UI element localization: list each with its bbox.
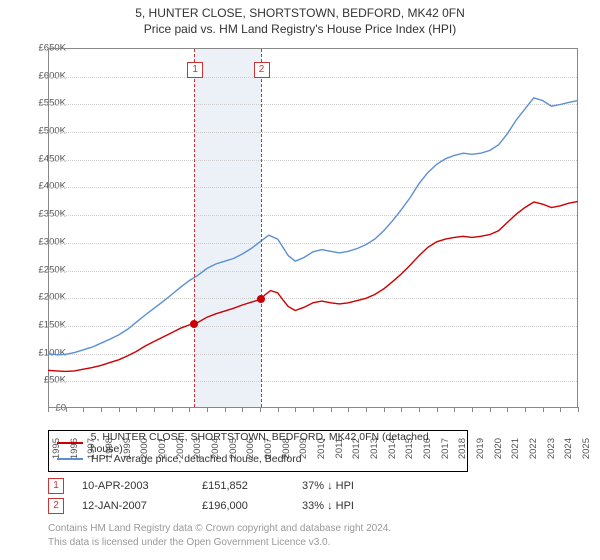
x-tick-label: 2024 [563, 438, 574, 459]
x-tick-label: 2019 [475, 438, 486, 459]
x-tick-label: 2022 [528, 438, 539, 459]
series-property-line [48, 201, 578, 371]
marker-dot-1 [190, 320, 198, 328]
footer-line-2: This data is licensed under the Open Gov… [48, 536, 391, 550]
plot-svg [48, 48, 578, 408]
marker-line-1 [194, 49, 195, 407]
sale-row-1: 1 10-APR-2003 £151,852 37% ↓ HPI [48, 476, 412, 496]
sale-diff-1: 37% ↓ HPI [302, 480, 412, 492]
marker-dot-2 [257, 295, 265, 303]
sale-row-2: 2 12-JAN-2007 £196,000 33% ↓ HPI [48, 496, 412, 516]
x-tick-label: 2020 [493, 438, 504, 459]
chart-container: 5, HUNTER CLOSE, SHORTSTOWN, BEDFORD, MK… [0, 0, 600, 560]
sales-table: 1 10-APR-2003 £151,852 37% ↓ HPI 2 12-JA… [48, 476, 412, 516]
series-hpi-line [48, 98, 578, 355]
legend-label-property: 5, HUNTER CLOSE, SHORTSTOWN, BEDFORD, MK… [91, 431, 459, 455]
sale-badge-2: 2 [48, 498, 64, 514]
x-tick-label: 2023 [546, 438, 557, 459]
x-tick-label: 2021 [510, 438, 521, 459]
footer-line-1: Contains HM Land Registry data © Crown c… [48, 522, 391, 536]
sale-price-2: £196,000 [202, 500, 302, 512]
title-subtitle: Price paid vs. HM Land Registry's House … [0, 22, 600, 36]
x-tick-label: 2025 [581, 438, 592, 459]
sale-diff-2: 33% ↓ HPI [302, 500, 412, 512]
legend-row-property: 5, HUNTER CLOSE, SHORTSTOWN, BEDFORD, MK… [57, 435, 459, 451]
title-block: 5, HUNTER CLOSE, SHORTSTOWN, BEDFORD, MK… [0, 0, 600, 36]
legend-box: 5, HUNTER CLOSE, SHORTSTOWN, BEDFORD, MK… [48, 430, 468, 472]
sale-date-2: 12-JAN-2007 [82, 500, 202, 512]
legend-swatch-hpi [57, 458, 83, 460]
marker-badge-1: 1 [187, 62, 203, 78]
title-address: 5, HUNTER CLOSE, SHORTSTOWN, BEDFORD, MK… [0, 6, 600, 20]
marker-badge-2: 2 [254, 62, 270, 78]
sale-price-1: £151,852 [202, 480, 302, 492]
footer-attribution: Contains HM Land Registry data © Crown c… [48, 522, 391, 549]
sale-date-1: 10-APR-2003 [82, 480, 202, 492]
legend-swatch-property [57, 442, 83, 444]
sale-badge-1: 1 [48, 478, 64, 494]
marker-line-2 [261, 49, 262, 407]
legend-label-hpi: HPI: Average price, detached house, Bedf… [91, 453, 302, 465]
